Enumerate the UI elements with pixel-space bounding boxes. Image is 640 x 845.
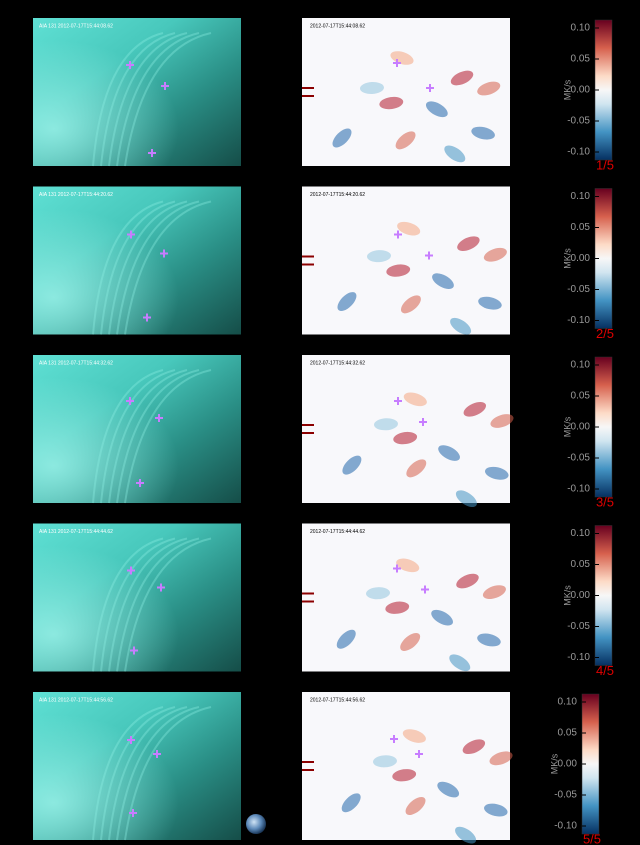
colorbar-tick-label: 0.00 — [558, 759, 578, 770]
page: AIA 131 2012-07-17T15:44:08.62 2012-07-17… — [0, 0, 640, 845]
map-timestamp: 2012-07-17T15:44:32.62 — [310, 360, 365, 366]
colorbar-tick-label: -0.10 — [567, 147, 590, 158]
colorbar-tick-label: 0.05 — [571, 222, 591, 233]
colorbar-tick-label: -0.05 — [567, 621, 590, 632]
map-timestamp: 2012-07-17T15:44:56.62 — [310, 697, 365, 703]
colorbar-tick-label: -0.05 — [567, 453, 590, 464]
colorbar-unit: MK/s — [562, 248, 572, 269]
aia-timestamp: AIA 131 2012-07-17T15:44:32.62 — [39, 360, 113, 366]
colorbar-tick-label: 0.10 — [571, 360, 591, 371]
frame-label: 3/5 — [596, 494, 614, 509]
colorbar-unit: MK/s — [549, 753, 559, 774]
colorbar-tick-label: 0.05 — [571, 54, 591, 65]
colorbar-tick-label: 0.05 — [558, 728, 578, 739]
colorbar-tick-label: -0.10 — [567, 652, 590, 663]
colorbar-tick-label: -0.05 — [567, 116, 590, 127]
aia-timestamp: AIA 131 2012-07-17T15:44:56.62 — [39, 697, 113, 703]
colorbar-tick-label: -0.05 — [567, 284, 590, 295]
frame-label: 4/5 — [596, 663, 614, 678]
colorbar-tick-label: 0.00 — [571, 253, 591, 264]
colorbar-tick-label: 0.05 — [571, 559, 591, 570]
colorbar-tick-label: 0.10 — [558, 697, 578, 708]
aia-timestamp: AIA 131 2012-07-17T15:44:20.62 — [39, 192, 113, 198]
colorbar-tick-label: -0.10 — [554, 821, 577, 832]
colorbar-tick-label: -0.10 — [567, 315, 590, 326]
figure: AIA 131 2012-07-17T15:44:08.62 2012-07-17… — [0, 0, 640, 845]
temperature-rate-map — [302, 692, 510, 840]
map-timestamp: 2012-07-17T15:44:20.62 — [310, 192, 365, 198]
map-timestamp: 2012-07-17T15:44:44.62 — [310, 529, 365, 535]
temperature-rate-map — [302, 355, 510, 503]
colorbar-tick-label: 0.05 — [571, 391, 591, 402]
colorbar-tick-label: -0.05 — [554, 790, 577, 801]
colorbar-tick-label: 0.00 — [571, 590, 591, 601]
aia-timestamp: AIA 131 2012-07-17T15:44:44.62 — [39, 529, 113, 535]
frame-label: 1/5 — [596, 157, 614, 172]
colorbar-tick-label: -0.10 — [567, 484, 590, 495]
frame-label: 2/5 — [596, 326, 614, 341]
colorbar-tick-label: 0.10 — [571, 528, 591, 539]
colorbar-tick-label: 0.00 — [571, 85, 591, 96]
colorbar-tick-label: 0.00 — [571, 422, 591, 433]
colorbar-tick-label: 0.10 — [571, 191, 591, 202]
colorbar-unit: MK/s — [562, 416, 572, 437]
colorbar-unit: MK/s — [562, 79, 572, 100]
aia-timestamp: AIA 131 2012-07-17T15:44:08.62 — [39, 23, 113, 29]
map-timestamp: 2012-07-17T15:44:08.62 — [310, 23, 365, 29]
colorbar-tick-label: 0.10 — [571, 23, 591, 34]
earth-icon — [246, 814, 266, 834]
colorbar-unit: MK/s — [562, 585, 572, 606]
frame-label: 5/5 — [583, 831, 601, 845]
